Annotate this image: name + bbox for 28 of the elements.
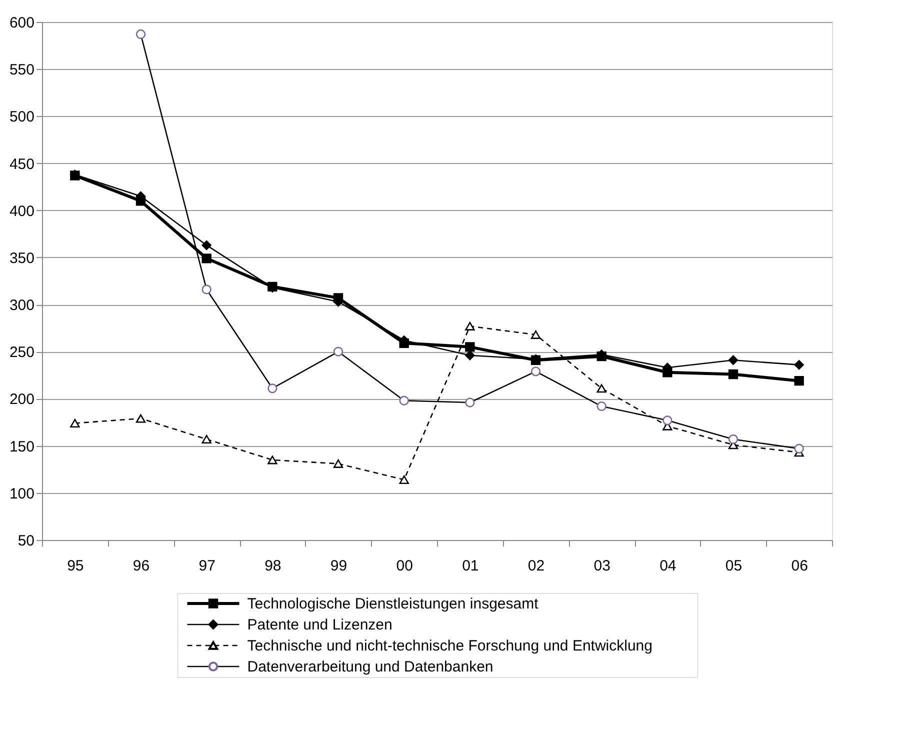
x-tick-label: 99 [330,558,348,574]
x-tick-label: 01 [462,558,479,574]
x-tick-label: 98 [264,558,282,574]
y-tick-label: 450 [9,156,34,173]
legend-label: Patente und Lizenzen [247,616,392,634]
x-tick-label: 02 [528,558,545,574]
y-tick-label: 350 [9,250,34,267]
y-tick-label: 200 [9,391,34,408]
y-tick-label: 100 [9,485,34,502]
x-tick-label: 96 [132,558,150,574]
y-tick-label: 500 [9,108,34,126]
y-tick-label: 50 [18,532,34,550]
y-tick-label: 600 [9,14,34,32]
y-tick-label: 400 [9,202,34,220]
x-tick-label: 06 [791,558,808,574]
x-tick-label: 05 [725,558,742,574]
x-tick-label: 95 [67,558,84,574]
y-tick-label: 250 [9,344,34,362]
legend-label: Datenverarbeitung und Datenbanken [247,658,494,676]
x-tick-label: 00 [396,558,413,574]
legend-label: Technologische Dienstleistungen insgesamt [247,596,540,612]
legend-label: Technische und nicht-technische Forschung und Entwicklung [247,638,652,654]
x-tick-label: 03 [594,558,610,574]
x-tick-label: 97 [198,558,216,574]
y-tick-label: 550 [9,62,34,79]
x-tick-label: 04 [660,558,676,574]
y-tick-label: 300 [9,297,34,314]
y-tick-label: 150 [9,438,34,456]
